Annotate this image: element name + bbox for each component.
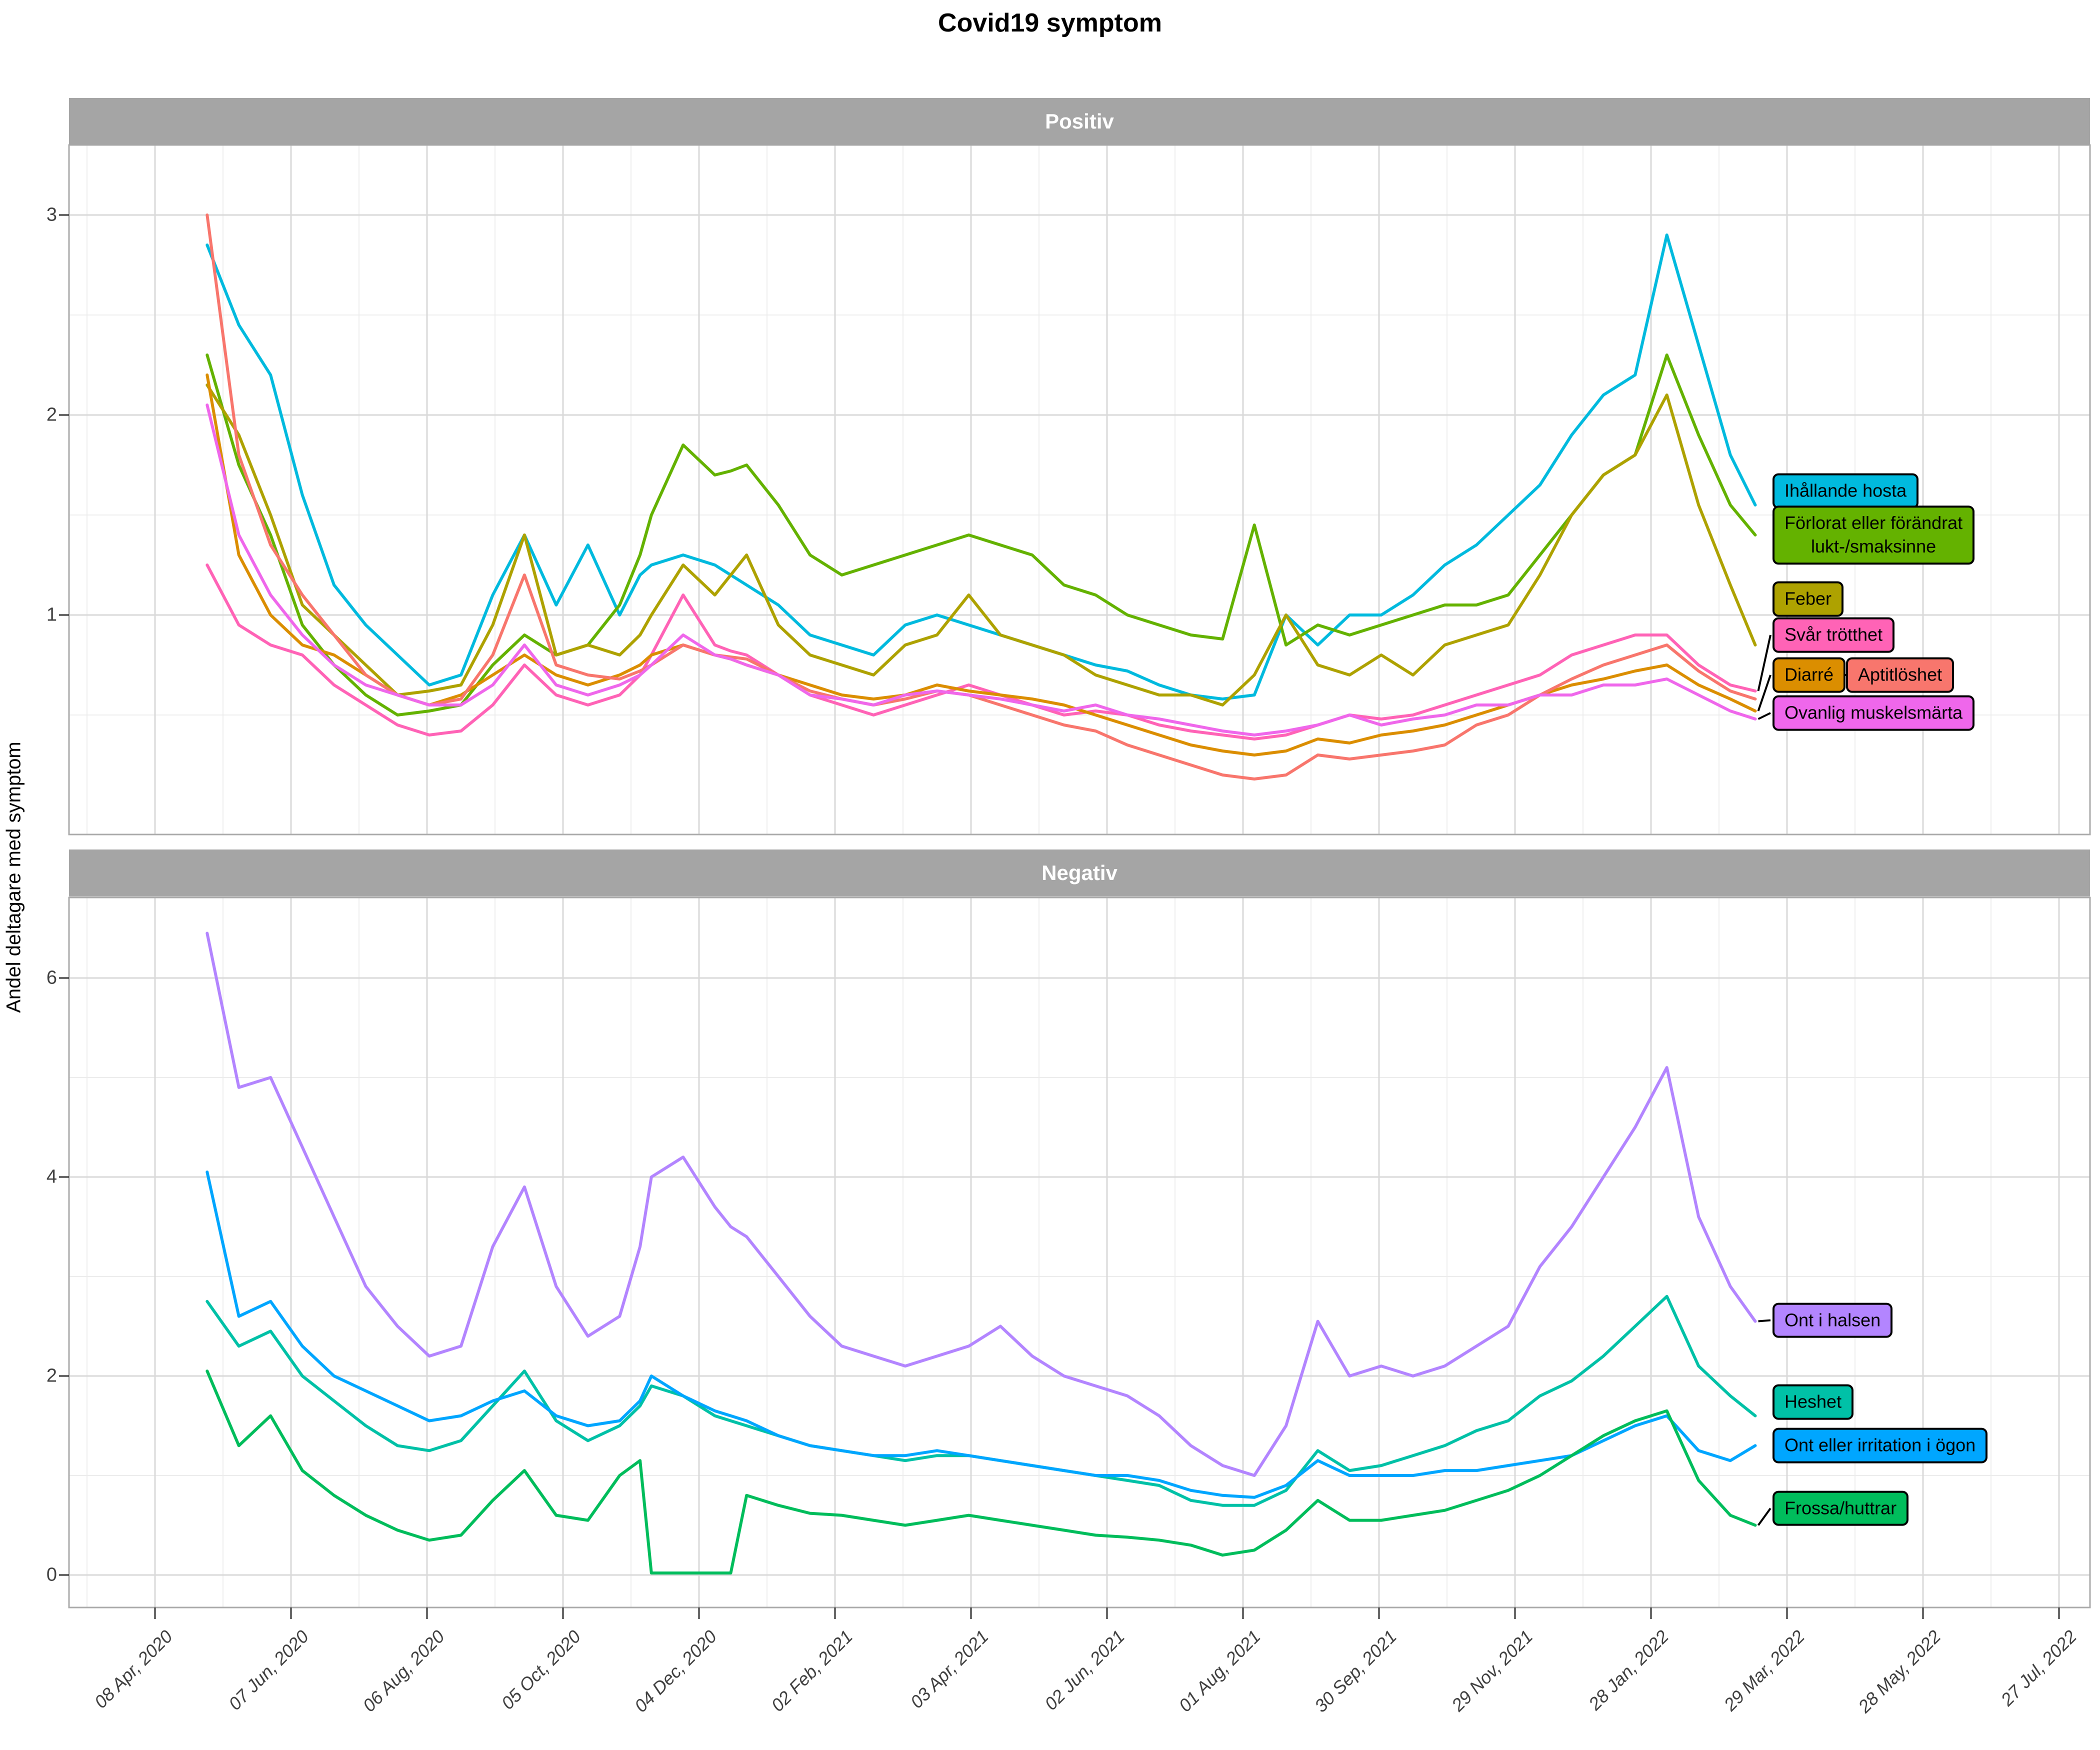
series-label-frossa-huttrar: Frossa/huttrar	[1772, 1490, 1909, 1526]
label-connector	[1757, 674, 1772, 712]
chart-title: Covid19 symptom	[938, 8, 1162, 38]
y-tick-label: 2	[46, 1365, 57, 1386]
series-line-ont-i-halsen	[206, 932, 1757, 1477]
series-label-heshet: Heshet	[1772, 1384, 1854, 1420]
y-tick-label: 4	[46, 1166, 57, 1188]
y-tick-label: 3	[46, 204, 57, 226]
facet-strip-positiv: Positiv	[69, 98, 2090, 145]
series-label-ih-llande-hosta: Ihållande hosta	[1772, 473, 1919, 509]
series-line-frossa-huttrar	[206, 1370, 1757, 1574]
y-tick-label: 2	[46, 404, 57, 426]
series-label-ovanlig-muskelsm-rta: Ovanlig muskelsmärta	[1772, 695, 1975, 731]
series-label-ont-eller-irritation-i-gon: Ont eller irritation i ögon	[1772, 1428, 1988, 1464]
series-line-aptitl-shet	[206, 214, 1757, 780]
series-label-sv-r-tr-tthet: Svår trötthet	[1772, 617, 1895, 653]
facet-strip-negativ: Negativ	[69, 850, 2090, 896]
label-connector	[1758, 1319, 1771, 1322]
y-tick-label: 6	[46, 967, 57, 988]
series-label-feber: Feber	[1772, 581, 1844, 617]
label-connector	[1757, 1508, 1772, 1526]
y-tick-label: 0	[46, 1564, 57, 1586]
y-tick-label: 1	[46, 604, 57, 626]
series-label-diarr-: Diarré	[1772, 657, 1846, 693]
panel-border	[68, 896, 2091, 1608]
series-label-f-rlorat-eller-f-r-ndrat-lukt-smaksinne: Förlorat eller förändrat lukt-/smaksinne	[1772, 506, 1975, 564]
series-line-diarr-	[206, 374, 1757, 756]
series-line-heshet	[206, 1294, 1757, 1507]
series-label-aptitl-shet: Aptitlöshet	[1846, 657, 1954, 693]
label-connector	[1758, 712, 1771, 720]
series-line-f-rlorat-eller-f-r-ndrat-lukt-smaksinne	[206, 354, 1757, 716]
series-line-ont-eller-irritation-i-gon	[206, 1170, 1757, 1499]
series-line-sv-r-tr-tthet	[206, 564, 1757, 740]
series-line-ovanlig-muskelsm-rta	[206, 404, 1757, 736]
series-line-feber	[206, 384, 1757, 706]
series-line-ih-llande-hosta	[206, 234, 1757, 700]
y-axis-title: Andel deltagare med symptom	[2, 742, 25, 1013]
series-label-ont-i-halsen: Ont i halsen	[1772, 1302, 1893, 1338]
label-connector	[1757, 634, 1772, 692]
panel-border	[68, 144, 2091, 836]
